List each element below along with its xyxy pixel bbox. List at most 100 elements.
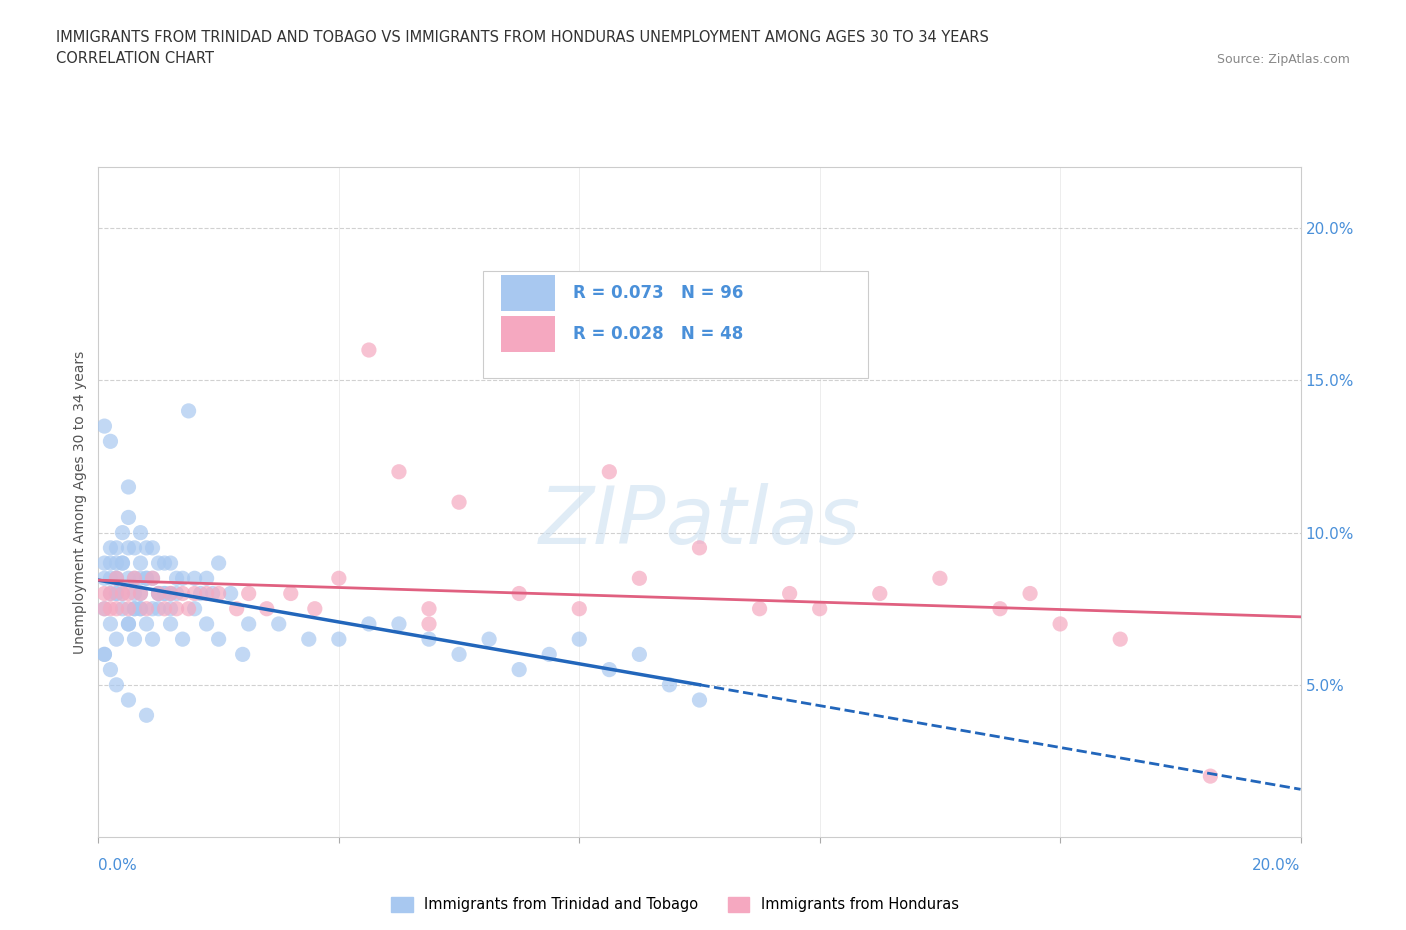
- Point: [141, 571, 163, 586]
- Text: IMMIGRANTS FROM TRINIDAD AND TOBAGO VS IMMIGRANTS FROM HONDURAS UNEMPLOYMENT AMO: IMMIGRANTS FROM TRINIDAD AND TOBAGO VS I…: [56, 30, 988, 45]
- Point: [135, 602, 157, 617]
- Point: [117, 510, 139, 525]
- Point: [1049, 617, 1071, 631]
- Point: [779, 586, 801, 601]
- Point: [208, 586, 231, 601]
- Point: [159, 586, 181, 601]
- Point: [124, 602, 146, 617]
- Point: [447, 647, 470, 662]
- FancyBboxPatch shape: [501, 315, 555, 352]
- Text: Source: ZipAtlas.com: Source: ZipAtlas.com: [1216, 53, 1350, 66]
- Point: [124, 631, 146, 646]
- Point: [159, 602, 181, 617]
- FancyBboxPatch shape: [484, 272, 868, 379]
- Point: [117, 617, 139, 631]
- Text: 0.0%: 0.0%: [98, 857, 138, 872]
- Point: [129, 602, 152, 617]
- Point: [135, 540, 157, 555]
- Point: [135, 571, 157, 586]
- Point: [988, 602, 1011, 617]
- Point: [225, 602, 247, 617]
- Point: [105, 571, 128, 586]
- Point: [388, 464, 411, 479]
- Point: [159, 586, 181, 601]
- Point: [148, 586, 170, 601]
- Point: [148, 555, 170, 570]
- Point: [111, 586, 134, 601]
- Point: [93, 602, 115, 617]
- Point: [388, 617, 411, 631]
- Point: [117, 602, 139, 617]
- Point: [111, 555, 134, 570]
- Point: [93, 555, 115, 570]
- Point: [195, 586, 218, 601]
- Point: [238, 586, 260, 601]
- Point: [153, 586, 176, 601]
- Point: [124, 571, 146, 586]
- Point: [232, 647, 254, 662]
- Point: [148, 602, 170, 617]
- Point: [538, 647, 561, 662]
- Point: [105, 571, 128, 586]
- Point: [129, 602, 152, 617]
- Point: [172, 571, 194, 586]
- Y-axis label: Unemployment Among Ages 30 to 34 years: Unemployment Among Ages 30 to 34 years: [73, 351, 87, 654]
- Point: [100, 571, 122, 586]
- Point: [100, 540, 122, 555]
- Point: [195, 571, 218, 586]
- Point: [141, 540, 163, 555]
- Point: [418, 602, 440, 617]
- Point: [869, 586, 891, 601]
- Point: [190, 586, 212, 601]
- Text: CORRELATION CHART: CORRELATION CHART: [56, 51, 214, 66]
- Point: [177, 404, 200, 418]
- Point: [508, 586, 530, 601]
- Point: [148, 586, 170, 601]
- Point: [105, 586, 128, 601]
- Point: [93, 571, 115, 586]
- Text: ZIPatlas: ZIPatlas: [538, 484, 860, 562]
- Point: [929, 571, 952, 586]
- Point: [304, 602, 326, 617]
- Point: [129, 555, 152, 570]
- Point: [117, 586, 139, 601]
- Point: [688, 693, 710, 708]
- Point: [808, 602, 831, 617]
- Point: [124, 571, 146, 586]
- Point: [219, 586, 242, 601]
- Point: [93, 586, 115, 601]
- Point: [166, 602, 188, 617]
- Point: [135, 571, 157, 586]
- Point: [100, 617, 122, 631]
- Point: [141, 631, 163, 646]
- Point: [628, 647, 651, 662]
- FancyBboxPatch shape: [501, 274, 555, 312]
- Point: [1109, 631, 1132, 646]
- Point: [172, 631, 194, 646]
- Point: [208, 631, 231, 646]
- Point: [418, 617, 440, 631]
- Point: [93, 647, 115, 662]
- Point: [111, 586, 134, 601]
- Point: [183, 571, 205, 586]
- Point: [111, 602, 134, 617]
- Point: [117, 571, 139, 586]
- Text: R = 0.028   N = 48: R = 0.028 N = 48: [574, 325, 744, 343]
- Point: [124, 586, 146, 601]
- Point: [124, 540, 146, 555]
- Point: [100, 602, 122, 617]
- Point: [111, 555, 134, 570]
- Text: 20.0%: 20.0%: [1253, 857, 1301, 872]
- Point: [100, 555, 122, 570]
- Point: [129, 586, 152, 601]
- Point: [105, 602, 128, 617]
- Point: [183, 602, 205, 617]
- Point: [357, 617, 380, 631]
- Point: [141, 602, 163, 617]
- Point: [628, 571, 651, 586]
- Point: [117, 540, 139, 555]
- Point: [93, 647, 115, 662]
- Point: [166, 571, 188, 586]
- Point: [238, 617, 260, 631]
- Point: [280, 586, 302, 601]
